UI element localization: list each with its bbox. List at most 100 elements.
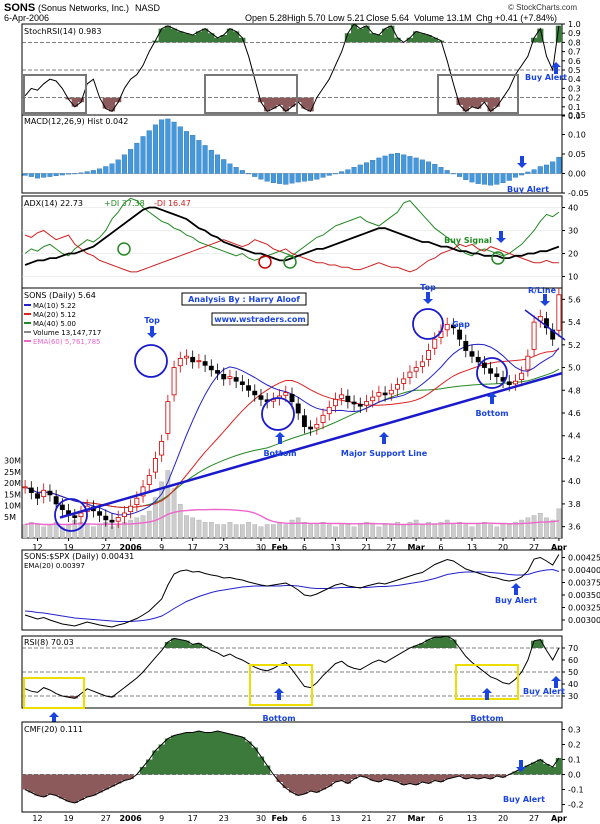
candle-body — [488, 368, 494, 374]
candle-body — [184, 355, 189, 359]
volume-bar — [500, 524, 506, 539]
volume-ema60-line — [24, 508, 560, 526]
macd-bar — [171, 121, 177, 174]
x-axis-label-bottom: 17 — [188, 814, 198, 823]
cmf-axis-label: -0.2 — [568, 801, 584, 810]
macd-bar — [41, 173, 47, 178]
stockcharts-credit: © StockCharts.com — [508, 3, 578, 12]
volume-bar — [506, 524, 512, 539]
volume-bar — [283, 524, 289, 539]
macd-bar — [481, 173, 487, 185]
volume-bar — [190, 517, 196, 539]
stochrsi-axis-label: 0.4 — [568, 75, 581, 84]
pattern-circle — [476, 357, 508, 389]
cmf-line — [24, 730, 560, 804]
macd-bar — [457, 173, 463, 177]
volume-bar — [550, 519, 556, 539]
candle-body — [239, 381, 245, 385]
macd-bar — [152, 124, 158, 174]
price-axis-label: 4.8 — [568, 386, 581, 395]
x-axis-label-bottom: 21 — [361, 814, 371, 823]
volume-axis-label: 25M — [4, 468, 21, 477]
candle-body — [401, 378, 407, 384]
volume-bar — [196, 519, 202, 539]
x-axis-label-bottom: 27 — [529, 814, 539, 823]
cmf-buy-arrow-head — [516, 767, 526, 772]
price-axis-label: 4.4 — [568, 432, 581, 441]
candle-body — [41, 489, 47, 498]
volume-bar — [302, 522, 307, 539]
candle-body — [525, 355, 531, 371]
volume-bar — [146, 510, 152, 539]
candle-body — [463, 341, 469, 351]
candle-body — [301, 415, 307, 428]
macd-bar — [382, 155, 388, 174]
volume-bar — [277, 522, 282, 539]
candle-body — [171, 367, 177, 396]
candle-body — [531, 321, 537, 350]
volume-bar — [345, 524, 351, 539]
macd-bar — [363, 162, 369, 174]
volume-bar — [60, 526, 65, 539]
volume-bar — [28, 522, 34, 539]
candle-body — [72, 515, 78, 518]
candle-body — [308, 426, 314, 430]
macd-bar — [66, 173, 72, 175]
pattern-circle — [134, 344, 168, 378]
crossover-circle — [283, 255, 297, 269]
macd-bar — [47, 173, 53, 177]
macd-bar — [351, 167, 357, 174]
stochrsi-buy-label: Buy Alert — [525, 73, 567, 82]
macd-bar — [407, 156, 413, 174]
macd-bar — [432, 163, 438, 174]
rsi-axis-label: 30 — [568, 692, 578, 701]
macd-bar — [239, 170, 245, 174]
price-legend-entry: Volume 13,147,717 — [33, 329, 101, 337]
ratio-buy-label: Buy Alert — [495, 596, 537, 605]
x-axis-label: 19 — [63, 543, 73, 552]
candle-body — [326, 406, 332, 415]
macd-bar — [72, 173, 78, 175]
stochrsi-title: StochRSI(14) 0.983 — [24, 27, 101, 36]
macd-bar — [53, 173, 59, 176]
candle-body — [357, 403, 363, 407]
candle-body — [475, 356, 481, 363]
rsi-buy-arrow-head — [551, 676, 561, 681]
macd-axis-label: 0.00 — [568, 170, 586, 179]
price-axis-label: 5.4 — [568, 318, 581, 327]
candle-body — [314, 423, 320, 429]
cmf-panel — [21, 721, 563, 813]
candle-body — [469, 351, 475, 357]
volume-axis-label: 15M — [4, 490, 21, 499]
macd-title: MACD(12,26,9) Hist 0.042 — [24, 117, 128, 126]
candle-body — [109, 519, 115, 523]
candle-body — [177, 358, 183, 367]
website-link: www.wstraders.com — [214, 315, 306, 324]
macd-bar — [283, 173, 289, 185]
volume-bar — [469, 526, 475, 539]
top-arrow-2-head — [423, 299, 433, 304]
adx-line — [24, 206, 560, 266]
candle-body — [345, 395, 351, 403]
macd-bar — [413, 157, 419, 174]
volume-value: Volume 13.1M — [414, 13, 472, 23]
candle-body — [97, 511, 103, 516]
pattern-circle — [54, 498, 88, 532]
candle-body — [22, 486, 28, 489]
rsi-bottom-arrow-1-head — [274, 688, 284, 693]
stochrsi-axis-label: 0.3 — [568, 84, 581, 93]
adx-title: ADX(14) 22.73 — [24, 199, 83, 208]
volume-bar — [264, 524, 270, 539]
candle-body — [78, 512, 84, 518]
candle-body — [370, 396, 376, 402]
macd-bar — [115, 159, 121, 174]
rsi-bottom-arrow-1-shaft — [277, 693, 281, 700]
minus-di-line — [24, 229, 559, 273]
volume-bar — [215, 524, 220, 539]
macd-bar — [97, 168, 103, 174]
candle-body — [283, 392, 289, 396]
candle-body — [140, 486, 146, 497]
adx-axis-label: 40 — [568, 204, 578, 213]
macd-bar — [258, 173, 264, 180]
crossover-circle — [117, 242, 131, 256]
